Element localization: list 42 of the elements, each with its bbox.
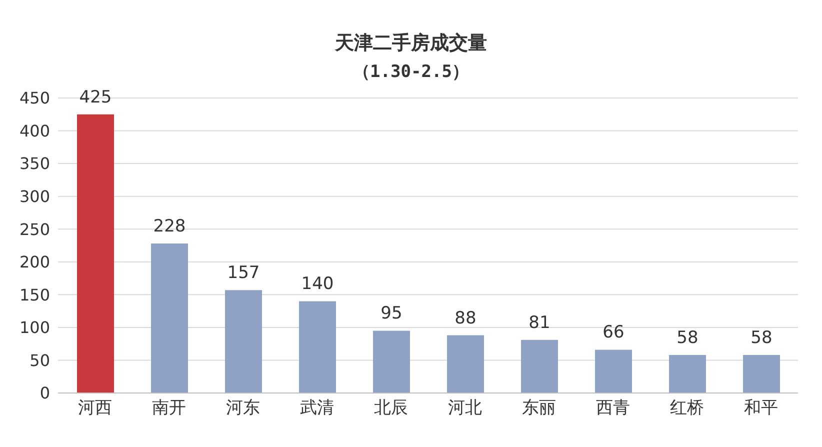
x-tick-label: 和平	[744, 398, 778, 418]
y-tick-label: 50	[30, 350, 50, 370]
x-tick-label: 河西	[78, 398, 112, 418]
data-label: 157	[227, 263, 260, 284]
bar	[595, 350, 632, 393]
bar	[373, 330, 410, 393]
y-tick-label: 400	[19, 121, 50, 140]
y-tick-label: 150	[19, 285, 50, 304]
x-tick-label: 北辰	[374, 398, 408, 418]
y-tick-label: 0	[40, 384, 50, 403]
x-tick-label: 南开	[152, 398, 186, 418]
y-tick-label: 200	[19, 252, 50, 272]
bar	[669, 354, 706, 393]
data-label: 88	[454, 308, 476, 328]
data-label: 58	[676, 328, 698, 348]
bar	[225, 290, 262, 393]
y-tick-label: 100	[19, 318, 50, 338]
data-label: 425	[79, 87, 112, 108]
bar	[151, 244, 188, 393]
data-label: 228	[153, 216, 186, 237]
bar	[299, 301, 336, 393]
data-label: 95	[380, 304, 402, 324]
y-tick-label: 350	[19, 154, 50, 174]
y-tick-label: 300	[19, 187, 50, 206]
data-label: 66	[602, 322, 624, 343]
x-tick-label: 武清	[300, 398, 334, 418]
bar	[77, 114, 114, 393]
x-tick-label: 河东	[226, 398, 260, 418]
data-label: 140	[301, 274, 334, 294]
bar	[521, 340, 558, 393]
data-label: 58	[750, 328, 772, 348]
chart-subtitle: （1.30-2.5）	[352, 61, 470, 83]
chart-title: 天津二手房成交量	[334, 31, 488, 56]
x-tick-label: 河北	[448, 398, 482, 418]
y-tick-label: 250	[19, 220, 50, 239]
y-tick-label: 450	[19, 88, 50, 108]
x-tick-label: 东丽	[522, 398, 556, 418]
x-tick-label: 红桥	[670, 398, 704, 418]
bar	[447, 335, 484, 393]
bar	[743, 354, 780, 393]
data-label: 81	[528, 312, 550, 333]
x-tick-label: 西青	[596, 398, 630, 418]
